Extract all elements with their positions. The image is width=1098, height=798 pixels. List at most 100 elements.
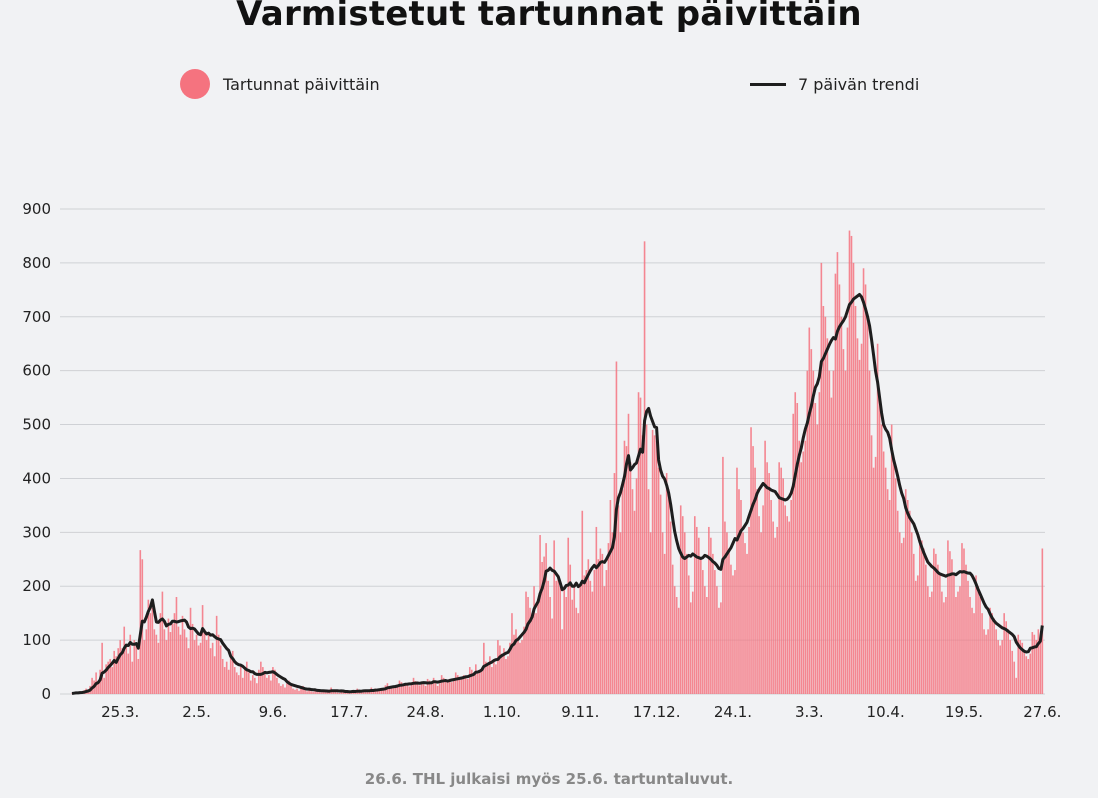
bar	[904, 489, 907, 694]
bar	[708, 526, 710, 694]
bar	[880, 424, 883, 694]
bar	[241, 677, 244, 694]
bar	[533, 586, 535, 694]
bar	[454, 672, 457, 694]
bar	[513, 634, 515, 694]
bar	[505, 658, 507, 694]
bar	[452, 680, 455, 694]
bar	[577, 613, 580, 694]
x-tick-label: 9.6.	[259, 703, 288, 721]
bar	[260, 661, 262, 694]
bar	[278, 683, 280, 694]
x-tick-label: 2.5.	[182, 703, 211, 721]
bar	[199, 642, 202, 694]
bar	[1001, 640, 1003, 694]
bar	[412, 677, 415, 694]
bar	[641, 435, 644, 694]
bar	[565, 597, 568, 694]
bar	[657, 467, 660, 694]
bar	[963, 548, 965, 694]
bar	[203, 629, 206, 694]
bar	[862, 268, 865, 694]
bar	[983, 629, 985, 694]
bar	[595, 526, 598, 694]
bar	[782, 478, 784, 694]
bar	[336, 692, 338, 694]
bar	[593, 570, 596, 694]
bar	[685, 553, 688, 694]
bar	[619, 532, 622, 694]
bar	[221, 658, 224, 694]
bar	[826, 338, 829, 694]
x-tick-label: 1.10.	[483, 703, 521, 721]
bar	[605, 570, 608, 694]
y-tick-label: 200	[22, 577, 51, 595]
bar	[637, 392, 640, 694]
bar	[396, 685, 399, 694]
bar	[806, 370, 809, 694]
bar	[133, 640, 136, 694]
bar	[786, 516, 789, 694]
bar	[603, 586, 606, 694]
bar	[149, 613, 152, 694]
bar	[643, 241, 646, 695]
bar	[318, 690, 320, 694]
bar	[334, 691, 336, 694]
bar	[728, 548, 730, 694]
bar	[286, 683, 288, 694]
bar	[497, 640, 499, 694]
bar	[167, 618, 170, 694]
bar	[165, 640, 168, 694]
bar	[402, 684, 405, 694]
bar	[290, 685, 292, 694]
bar	[256, 683, 258, 694]
bar	[959, 586, 961, 694]
bar	[842, 349, 845, 694]
bar	[1007, 629, 1009, 694]
bar	[716, 586, 718, 694]
bar	[746, 553, 748, 694]
bar	[621, 489, 624, 694]
bar	[169, 632, 172, 694]
bar	[912, 553, 915, 694]
bar	[410, 684, 413, 694]
bar	[846, 327, 849, 694]
bar	[233, 667, 236, 694]
bar	[931, 591, 933, 694]
y-tick-label: 300	[22, 523, 51, 541]
bar	[762, 505, 764, 694]
bar	[756, 489, 758, 694]
bar	[999, 645, 1001, 694]
bar	[292, 688, 294, 694]
bar	[392, 685, 395, 694]
bar	[416, 683, 419, 694]
bar	[965, 564, 967, 694]
trend-line	[71, 293, 1044, 695]
bar	[444, 680, 447, 694]
bar	[219, 645, 222, 694]
bar	[398, 680, 401, 694]
bar	[939, 575, 941, 694]
bar	[1041, 548, 1044, 694]
bar	[223, 667, 226, 694]
bar	[651, 429, 654, 694]
bar	[760, 532, 762, 694]
bar	[914, 580, 917, 694]
bar	[420, 682, 423, 694]
x-tick-label: 24.1.	[714, 703, 752, 721]
bar	[320, 692, 322, 694]
bar	[687, 575, 690, 694]
bar	[491, 667, 493, 694]
bar	[772, 521, 774, 694]
bar	[107, 661, 109, 694]
bar	[1021, 642, 1024, 694]
bar	[276, 677, 278, 694]
bar	[458, 677, 461, 694]
bar	[1033, 634, 1036, 694]
bar	[1017, 634, 1020, 694]
bar	[770, 500, 772, 694]
bar	[732, 575, 734, 694]
bar	[844, 370, 847, 694]
bar	[874, 456, 877, 694]
